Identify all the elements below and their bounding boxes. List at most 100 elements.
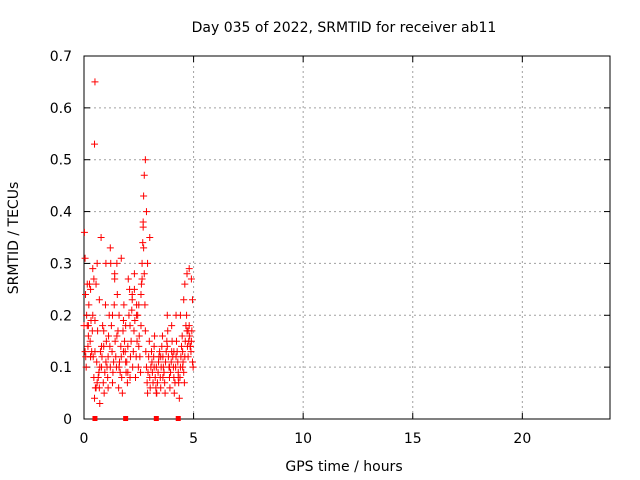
data-point [86,337,94,345]
axis-markers [92,416,181,421]
data-point [176,311,184,319]
data-point [101,301,109,309]
data-point [165,363,173,371]
data-point [124,275,132,283]
data-point [137,322,145,330]
data-points [80,78,197,407]
data-point [106,244,114,252]
data-point [128,306,136,314]
y-tick-label: 0.3 [50,256,72,272]
data-point [138,275,146,283]
data-point [100,327,108,335]
data-point [84,332,92,340]
data-point [95,368,103,376]
data-point [106,342,114,350]
data-point [140,244,148,252]
data-point [93,379,101,387]
data-point [96,399,104,407]
data-point [96,363,104,371]
data-point [117,342,125,350]
data-point [166,384,174,392]
data-point [113,259,121,267]
data-point [83,311,91,319]
data-point [91,140,99,148]
data-point [133,337,141,345]
data-point [175,394,183,402]
data-point [111,275,119,283]
data-point [134,363,142,371]
data-point [183,311,191,319]
data-point [87,353,95,361]
y-tick-label: 0.6 [50,101,72,117]
data-point [113,291,121,299]
data-point [80,228,88,236]
data-point [150,363,158,371]
data-point [89,265,97,273]
data-point [117,353,125,361]
data-point [140,192,148,200]
data-point [151,332,159,340]
data-point [137,291,145,299]
data-point [161,389,169,397]
data-point [186,342,194,350]
data-point [92,384,100,392]
data-point [100,389,108,397]
data-point [125,311,133,319]
data-point [187,275,195,283]
data-point [122,358,130,366]
data-point [140,171,148,179]
data-point [141,327,149,335]
data-point [153,379,161,387]
data-point [99,379,107,387]
data-point [124,368,132,376]
data-point [102,337,110,345]
data-point [143,379,151,387]
data-point [159,374,167,382]
data-point [98,342,106,350]
data-point [163,342,171,350]
data-point [118,374,126,382]
data-point [126,322,134,330]
axis-marker [153,416,159,421]
data-point [91,316,99,324]
y-axis-label: SRMTID / TECUs [6,182,22,295]
data-point [104,353,112,361]
plot-area [83,55,611,420]
data-point [90,275,98,283]
data-point [96,348,104,356]
data-point [152,389,160,397]
data-point [148,358,156,366]
data-point [97,234,105,241]
x-tick-label: 10 [294,431,312,447]
data-point [144,389,152,397]
data-point [139,239,147,247]
data-point [121,337,129,345]
data-point [156,348,164,356]
data-point [141,301,149,309]
data-point [131,316,139,324]
data-point [130,285,138,293]
data-point [91,394,99,402]
data-point [111,337,119,345]
data-point [85,301,93,309]
data-point [130,327,138,335]
data-point [108,348,116,356]
y-tick-label: 0.7 [50,49,72,65]
data-point [119,348,127,356]
data-point [161,379,169,387]
data-point [93,358,101,366]
data-point [84,342,92,350]
y-tick-label: 0.2 [50,308,72,324]
data-point [140,270,148,278]
data-point [108,311,116,319]
data-point [127,337,135,345]
data-point [113,332,121,340]
data-point [146,234,154,241]
grid [84,56,610,419]
data-point [184,353,192,361]
data-point [180,296,188,304]
data-point [94,327,102,335]
data-point [82,291,90,299]
data-point [188,358,196,366]
